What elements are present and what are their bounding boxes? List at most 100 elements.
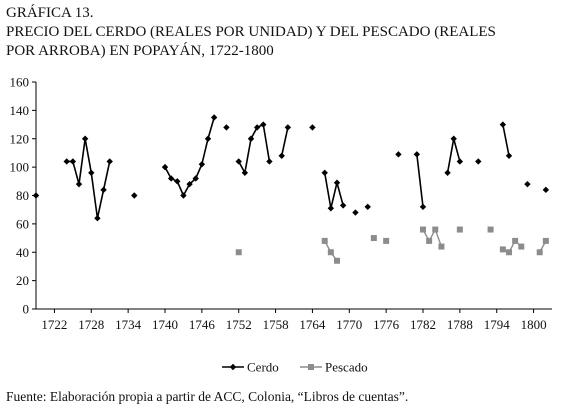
- series-cerdo-point: [63, 158, 70, 165]
- series-cerdo-point: [505, 152, 513, 159]
- y-tick-label: 20: [16, 273, 29, 288]
- series-cerdo-point: [327, 205, 335, 212]
- series-pescado-point: [536, 249, 543, 256]
- series-pescado-point: [426, 237, 433, 244]
- series-pescado-point: [370, 235, 377, 242]
- chart-axes: [35, 82, 552, 310]
- series-cerdo-point: [210, 114, 218, 121]
- series-pescado-point: [235, 249, 242, 256]
- series-cerdo-point: [204, 135, 212, 142]
- series-cerdo-point: [161, 163, 169, 171]
- series-cerdo-point: [542, 186, 550, 194]
- series-cerdo-point: [278, 152, 285, 159]
- x-tick-label: 1794: [484, 317, 511, 332]
- series-cerdo-point: [235, 158, 242, 165]
- series-cerdo-point: [94, 215, 101, 222]
- x-tick-label: 1758: [263, 317, 289, 332]
- series-pescado-line: [422, 227, 443, 247]
- x-tick-label: 1782: [410, 317, 436, 332]
- legend-pescado-label: Pescado: [325, 360, 368, 375]
- x-tick-label: 1776: [373, 317, 400, 332]
- series-cerdo-point: [284, 124, 292, 131]
- series-cerdo-line: [502, 124, 510, 156]
- series-cerdo-point: [475, 158, 482, 165]
- series-cerdo-line: [280, 127, 289, 156]
- series-cerdo-point: [106, 158, 113, 165]
- series-pescado-point: [499, 246, 506, 253]
- legend-cerdo-marker: [229, 363, 237, 371]
- series-cerdo-point: [413, 151, 421, 158]
- series-pescado-point: [542, 237, 549, 244]
- series-cerdo-line: [323, 172, 344, 209]
- source-note: Fuente: Elaboración propia a partir de A…: [6, 389, 409, 404]
- series-cerdo-point: [32, 192, 40, 199]
- series-cerdo-line: [416, 154, 424, 207]
- x-axis-ticks: 1722 1728 1734 1740 1746 1752 1758 1764 1770 1776…: [41, 309, 547, 332]
- series-pescado-point: [420, 226, 426, 233]
- series-cerdo-point: [223, 124, 230, 131]
- x-tick-label: 1752: [226, 317, 252, 332]
- series-pescado-point: [512, 237, 519, 244]
- series-cerdo-point: [499, 121, 507, 128]
- series-cerdo-line: [238, 123, 271, 176]
- series-cerdo-point: [524, 180, 531, 188]
- y-tick-label: 40: [16, 245, 29, 260]
- series-cerdo-point: [352, 209, 359, 216]
- series-cerdo-point: [131, 192, 138, 199]
- series-cerdo-point: [419, 203, 427, 211]
- x-tick-label: 1728: [78, 317, 104, 332]
- series-cerdo-point: [174, 178, 181, 185]
- series-pescado-line: [502, 239, 522, 254]
- series-cerdo-point: [167, 175, 175, 182]
- x-tick-label: 1740: [152, 317, 178, 332]
- x-tick-label: 1764: [299, 317, 326, 332]
- legend-cerdo-label: Cerdo: [247, 360, 279, 375]
- series-cerdo-point: [333, 179, 341, 186]
- series-cerdo-point: [88, 169, 95, 176]
- series-pescado-point: [438, 243, 445, 250]
- series-cerdo-point: [192, 175, 199, 182]
- series-cerdo-point: [364, 203, 371, 211]
- series-cerdo-point: [321, 169, 328, 176]
- series-pescado-point: [487, 226, 494, 233]
- series-cerdo-point: [241, 169, 249, 176]
- series-cerdo-point: [450, 135, 457, 142]
- chart-title-line-1: GRÁFICA 13.: [6, 5, 94, 21]
- y-tick-label: 120: [10, 131, 30, 146]
- series-cerdo-point: [456, 158, 464, 165]
- series-cerdo: [32, 114, 550, 222]
- series-cerdo-point: [253, 124, 261, 131]
- series-pescado-point: [321, 237, 328, 244]
- series-cerdo-point: [266, 158, 273, 165]
- series-pescado-point: [334, 257, 340, 264]
- series-cerdo-point: [309, 124, 316, 131]
- series-pescado-point: [383, 237, 390, 244]
- series-cerdo-point: [339, 202, 347, 209]
- series-cerdo-line: [66, 138, 111, 219]
- series-layer: [32, 114, 550, 264]
- chart-title-line-2: PRECIO DEL CERDO (REALES POR UNIDAD) Y D…: [6, 24, 496, 40]
- series-cerdo-point: [186, 180, 193, 188]
- series-pescado-point: [327, 249, 334, 256]
- y-tick-label: 80: [16, 188, 29, 203]
- x-tick-label: 1722: [41, 317, 67, 332]
- series-cerdo-point: [198, 161, 206, 168]
- series-cerdo-point: [247, 135, 255, 142]
- series-pescado-point: [506, 249, 512, 256]
- chart-title-line-3: POR ARROBA) EN POPAYÁN, 1722-1800: [6, 43, 274, 59]
- series-pescado-point: [518, 243, 525, 250]
- series-cerdo-point: [81, 135, 89, 142]
- y-tick-label: 160: [10, 75, 30, 90]
- series-pescado: [235, 226, 549, 264]
- series-pescado-point: [456, 226, 463, 233]
- x-tick-label: 1800: [521, 317, 547, 332]
- x-tick-label: 1788: [447, 317, 473, 332]
- x-tick-label: 1734: [115, 317, 142, 332]
- series-cerdo-point: [180, 192, 187, 199]
- chart-legend: Cerdo Pescado: [222, 360, 368, 375]
- series-cerdo-point: [100, 186, 107, 194]
- series-cerdo-point: [260, 121, 267, 128]
- y-tick-label: 60: [16, 216, 29, 231]
- legend-pescado-marker: [308, 364, 314, 370]
- y-axis-ticks: 0 20 40 60 80 100 120 140 160: [10, 75, 36, 317]
